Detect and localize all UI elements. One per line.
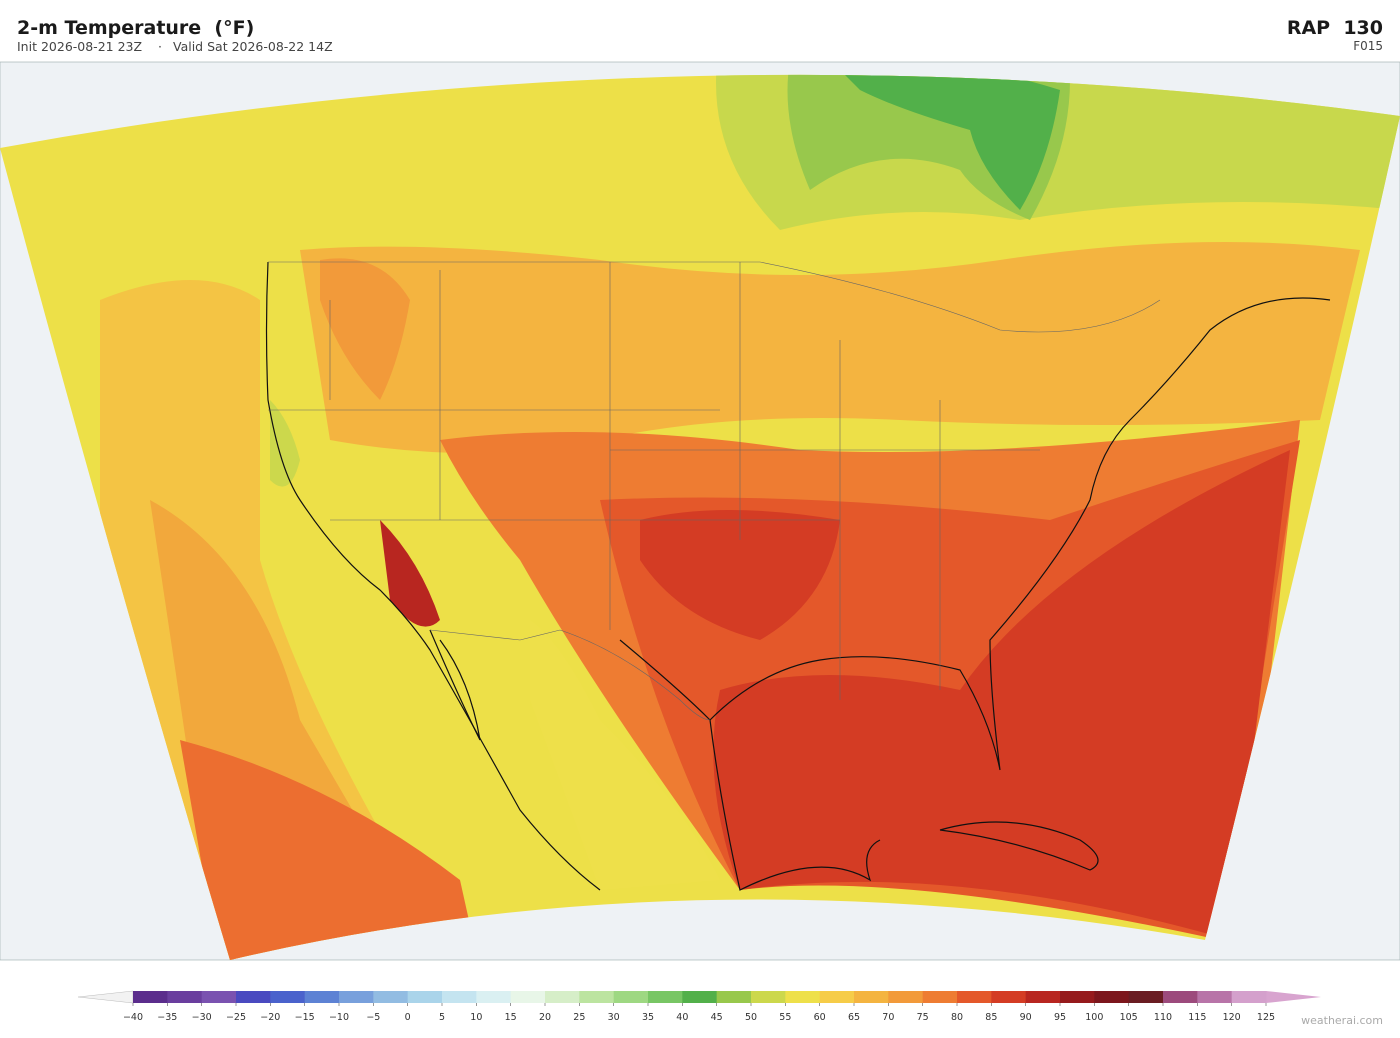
colorbar-tick-label: −20 [260,1012,280,1023]
colorbar-tick-label: 50 [745,1012,757,1023]
colorbar-bin [716,991,752,1003]
colorbar-bin [407,991,443,1003]
colorbar-tick-label: 85 [985,1012,997,1023]
colorbar-bin [1128,991,1164,1003]
colorbar-bin [922,991,958,1003]
separator: · [158,39,162,54]
colorbar-bin [510,991,546,1003]
colorbar-bin [648,991,683,1003]
colorbar-bin [785,991,821,1003]
colorbar-bin [751,991,786,1003]
colorbar-tick-label: 55 [779,1012,791,1023]
colorbar-bin [270,991,306,1003]
colorbar-tick-label: 10 [470,1012,482,1023]
colorbar-bin [1197,991,1233,1003]
colorbar-tick-label: 105 [1120,1012,1138,1023]
colorbar-bin [476,991,512,1003]
colorbar-bin [167,991,203,1003]
colorbar-bin [304,991,340,1003]
colorbar-bin [854,991,889,1003]
colorbar-tick-label: 25 [573,1012,585,1023]
colorbar-bin [957,991,992,1003]
colorbar-tick-label: −25 [226,1012,246,1023]
colorbar-tick-label: 60 [814,1012,826,1023]
colorbar-tick-label: 115 [1188,1012,1206,1023]
map [0,61,1400,961]
temperature-field [0,74,1400,961]
colorbar-bin [1163,991,1198,1003]
colorbar-bin [991,991,1027,1003]
colorbar-tick-label: 90 [1020,1012,1032,1023]
colorbar-tick-label: 65 [848,1012,860,1023]
colorbar-tick-label: 70 [882,1012,894,1023]
colorbar-bin [1231,991,1267,1003]
model-name: RAP 130 [1287,17,1383,39]
colorbar-bin [339,991,374,1003]
colorbar-tick-label: −5 [366,1012,380,1023]
title: 2-m Temperature (°F) [17,17,254,39]
colorbar-bin [1094,991,1130,1003]
colorbar-tick-label: 5 [439,1012,445,1023]
coastlines [265,261,1331,891]
colorbar-bin [201,991,237,1003]
colorbar-tick-label: 40 [676,1012,688,1023]
colorbar-tick-label: −10 [329,1012,349,1023]
colorbar-bin [236,991,271,1003]
colorbar-bin [1060,991,1095,1003]
credit: weatherai.com [1301,1014,1383,1027]
colorbar-over [1266,991,1321,1003]
colorbar-tick-label: −15 [295,1012,315,1023]
borders [268,261,1161,721]
colorbar-tick-label: 15 [505,1012,517,1023]
colorbar-tick-label: 20 [539,1012,551,1023]
colorbar-tick-label: −40 [123,1012,143,1023]
colorbar-tick-label: 125 [1257,1012,1275,1023]
colorbar-tick-label: 95 [1054,1012,1066,1023]
colorbar-bin [682,991,718,1003]
colorbar-bin [579,991,615,1003]
colorbar-bin [819,991,855,1003]
colorbar-tick-label: 100 [1085,1012,1103,1023]
forecast-hour: F015 [1353,39,1383,53]
colorbar-bin [442,991,477,1003]
colorbar-bin [373,991,409,1003]
valid-time: Valid Sat 2026-08-22 14Z [173,39,333,54]
colorbar-tick-label: 120 [1223,1012,1241,1023]
colorbar-tick-label: −30 [192,1012,212,1023]
colorbar-tick-label: 30 [608,1012,620,1023]
colorbar-bin [133,991,168,1003]
colorbar-bin [613,991,649,1003]
colorbar: −40 −35 −30 −25 −20 −15 −10 −5 0 5 10 15 20 25 30 35 40 4… [77,990,1321,1023]
colorbar-tick-label: 110 [1154,1012,1172,1023]
colorbar-bin [888,991,924,1003]
colorbar-tick-label: 80 [951,1012,963,1023]
colorbar-tick-label: 35 [642,1012,654,1023]
init-time: Init 2026-08-21 23Z [17,39,142,54]
colorbar-tick-label: 0 [405,1012,411,1023]
colorbar-tick-label: −35 [157,1012,177,1023]
colorbar-tick-label: 75 [917,1012,929,1023]
colorbar-bin [545,991,580,1003]
colorbar-tick-label: 45 [711,1012,723,1023]
colorbar-bin [1025,991,1061,1003]
